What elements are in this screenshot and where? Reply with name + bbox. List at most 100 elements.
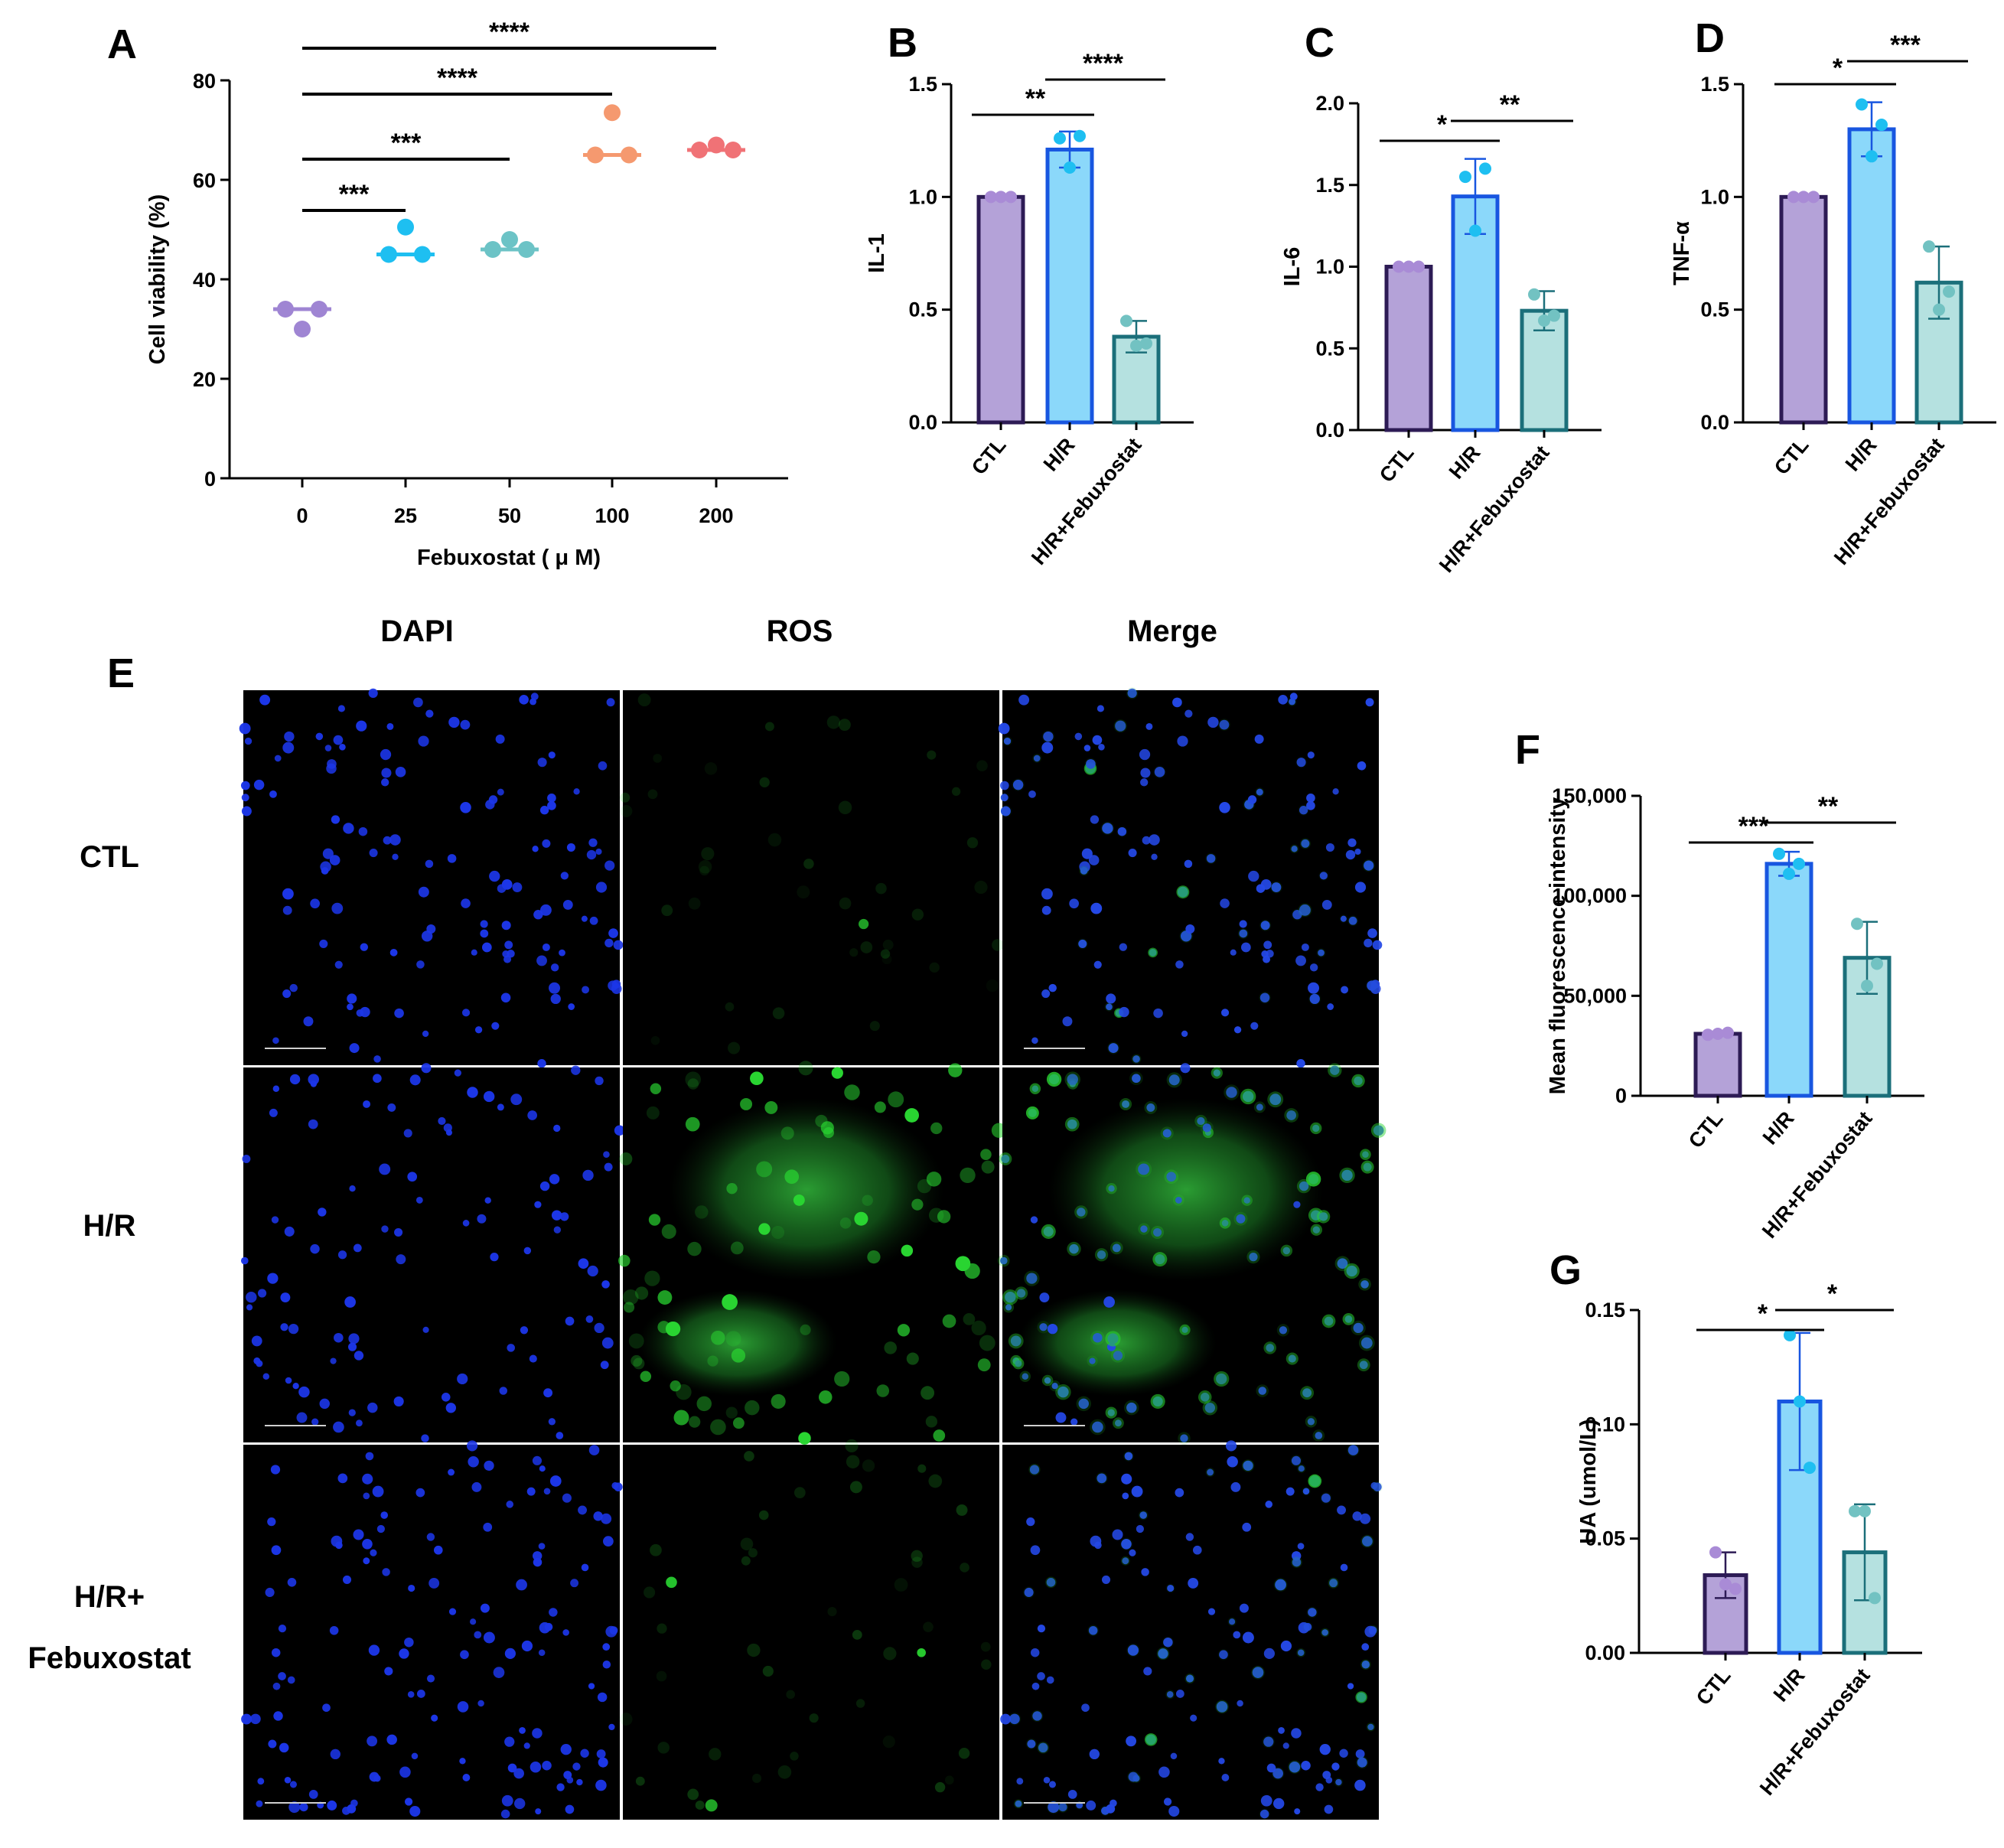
nucleus xyxy=(506,1501,514,1508)
nucleus xyxy=(559,949,565,957)
nucleus xyxy=(568,1003,575,1010)
nucleus xyxy=(1266,1763,1276,1773)
ros-cell xyxy=(859,918,869,930)
nucleus xyxy=(1026,1517,1035,1527)
x-tick-label: CTL xyxy=(1375,442,1419,487)
ros-cell xyxy=(633,1357,645,1370)
nucleus xyxy=(409,1805,421,1817)
ros-cell xyxy=(1166,1072,1182,1088)
nucleus xyxy=(1319,1743,1331,1755)
ros-cell xyxy=(1049,1380,1061,1392)
ros-cell xyxy=(960,1563,969,1573)
ros-cell xyxy=(631,1354,643,1367)
nucleus xyxy=(1184,709,1193,718)
nucleus xyxy=(426,1674,435,1683)
ros-cell xyxy=(699,865,709,876)
ros-cell xyxy=(653,754,663,763)
nucleus xyxy=(1347,1445,1359,1455)
ros-cell xyxy=(1318,870,1329,881)
ros-cell xyxy=(1233,1211,1248,1226)
nucleus xyxy=(1327,1003,1334,1010)
nucleus xyxy=(1373,1482,1382,1491)
ros-cell xyxy=(1215,1700,1229,1714)
nucleus xyxy=(480,920,488,928)
nucleus xyxy=(330,1357,337,1364)
ros-cell xyxy=(831,1067,843,1079)
nucleus xyxy=(1239,929,1248,938)
ros-cell xyxy=(710,1419,726,1436)
ros-cell xyxy=(1339,1167,1355,1184)
y-tick-label: 0.5 xyxy=(1700,298,1729,321)
nucleus xyxy=(1226,1087,1237,1098)
nucleus xyxy=(1321,899,1332,910)
ros-cell xyxy=(1025,1106,1039,1120)
nucleus xyxy=(1324,1804,1334,1814)
nucleus xyxy=(339,743,346,751)
nucleus xyxy=(1009,1713,1020,1725)
ros-cell xyxy=(1351,1320,1366,1336)
ros-cell xyxy=(1095,1472,1108,1485)
nucleus xyxy=(367,1736,378,1747)
ros-cell xyxy=(1126,687,1139,699)
image-hr-merge xyxy=(997,1063,1387,1445)
ros-cell xyxy=(1144,1100,1158,1114)
ros-cell xyxy=(934,1781,946,1793)
nucleus xyxy=(421,1434,429,1442)
ros-cell xyxy=(1148,947,1158,958)
panel-label-f: F xyxy=(1515,727,1540,773)
nucleus xyxy=(1057,1386,1069,1398)
nucleus xyxy=(1233,1026,1242,1034)
nucleus xyxy=(1256,1103,1263,1111)
nucleus xyxy=(1028,790,1036,798)
nucleus xyxy=(443,1123,452,1133)
nucleus xyxy=(1175,1488,1184,1498)
ros-cell xyxy=(1251,1665,1265,1680)
ros-cell xyxy=(1172,1194,1184,1206)
nucleus xyxy=(1353,1322,1364,1334)
ros-cell xyxy=(750,1071,764,1086)
nucleus xyxy=(303,1016,314,1027)
nucleus xyxy=(407,1691,415,1698)
nucleus xyxy=(1202,1123,1211,1133)
ros-cell xyxy=(1308,1474,1322,1488)
data-point xyxy=(501,231,518,248)
nucleus xyxy=(327,759,337,769)
nucleus xyxy=(605,1625,617,1638)
nucleus xyxy=(271,1648,281,1657)
ros-cell xyxy=(927,750,937,760)
ros-cell xyxy=(1344,1263,1360,1279)
ros-cell xyxy=(650,1083,662,1095)
nucleus xyxy=(1299,1181,1309,1191)
ros-cell xyxy=(1355,1691,1367,1703)
ros-cell xyxy=(1041,1224,1056,1239)
nucleus xyxy=(1289,693,1298,701)
data-point xyxy=(277,301,294,318)
nucleus xyxy=(324,745,332,751)
data-point xyxy=(1923,240,1935,253)
nucleus xyxy=(573,788,580,795)
nucleus xyxy=(1039,1292,1050,1303)
ros-cell xyxy=(809,1713,819,1723)
nucleus xyxy=(510,1093,523,1106)
nucleus xyxy=(1200,1393,1210,1402)
nucleus xyxy=(1166,1691,1174,1698)
ros-cell xyxy=(758,1510,769,1520)
nucleus xyxy=(1258,1387,1267,1395)
significance-label: **** xyxy=(1083,49,1124,78)
nucleus xyxy=(501,921,511,931)
nucleus xyxy=(1243,1197,1250,1204)
nucleus xyxy=(333,1421,344,1433)
ros-cell xyxy=(725,1331,741,1347)
ros-cell xyxy=(1253,1101,1266,1113)
ros-cell xyxy=(1119,1097,1132,1110)
nucleus xyxy=(1026,1273,1038,1284)
nucleus xyxy=(1312,1226,1321,1234)
nucleus xyxy=(1106,1804,1116,1814)
nucleus xyxy=(271,1216,279,1224)
nucleus xyxy=(407,1172,418,1182)
nucleus xyxy=(1325,1776,1333,1784)
nucleus xyxy=(480,1603,490,1613)
nucleus xyxy=(1302,1488,1310,1495)
ros-cell xyxy=(901,1244,914,1257)
nucleus xyxy=(474,1026,483,1034)
